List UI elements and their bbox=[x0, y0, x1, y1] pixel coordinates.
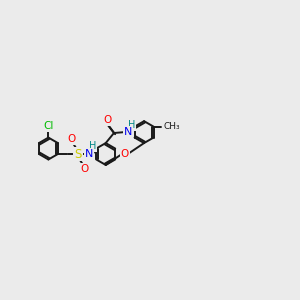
Text: H: H bbox=[128, 120, 135, 130]
Text: Cl: Cl bbox=[43, 122, 54, 131]
Text: N: N bbox=[124, 127, 132, 137]
Text: O: O bbox=[68, 134, 76, 144]
Text: N: N bbox=[85, 149, 94, 159]
Text: H: H bbox=[89, 141, 97, 151]
Text: O: O bbox=[103, 115, 111, 125]
Text: O: O bbox=[121, 149, 129, 159]
Text: S: S bbox=[74, 148, 82, 160]
Text: O: O bbox=[80, 164, 88, 174]
Text: CH₃: CH₃ bbox=[163, 122, 180, 131]
